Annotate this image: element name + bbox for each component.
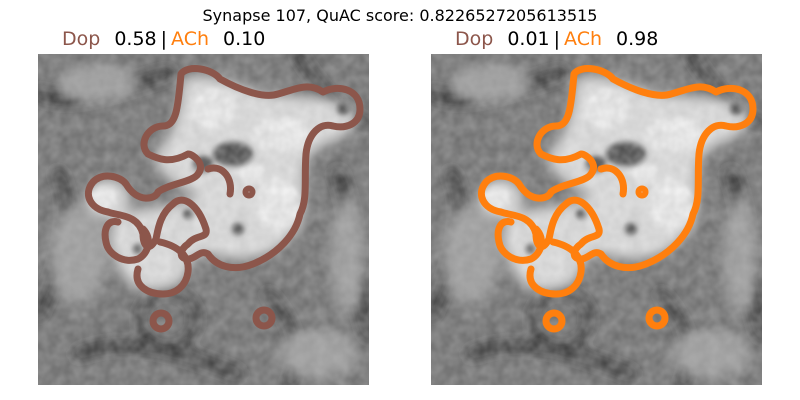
right-separator: | [553,28,561,50]
right-panel-title: Dop 0.01 | ACh 0.98 [455,28,658,50]
left-ach-label: ACh [171,28,210,50]
figure-title: Synapse 107, QuAC score: 0.8226527205613… [202,6,598,25]
left-dop-label: Dop [62,28,101,50]
right-micrograph-panel [431,54,762,385]
right-dop-value: 0.01 [507,28,550,50]
right-dop-label: Dop [455,28,494,50]
left-panel-title: Dop 0.58 | ACh 0.10 [62,28,265,50]
left-micrograph-panel [38,54,369,385]
right-ach-value: 0.98 [616,28,659,50]
left-separator: | [160,28,168,50]
right-ach-label: ACh [564,28,603,50]
left-ach-value: 0.10 [223,28,266,50]
left-dop-value: 0.58 [114,28,157,50]
